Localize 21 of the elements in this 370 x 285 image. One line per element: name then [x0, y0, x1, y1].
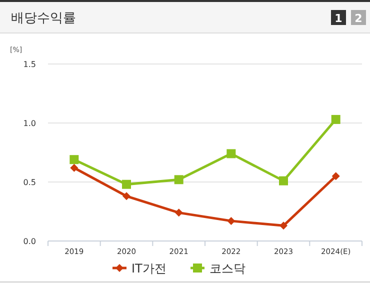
point [331, 114, 340, 124]
legend-label: IT가전 [132, 262, 166, 276]
point [280, 222, 288, 230]
point [279, 176, 288, 186]
text: 2 [354, 12, 362, 25]
point [227, 216, 236, 225]
point [174, 208, 183, 217]
y-tick-label: 1.5 [23, 60, 36, 69]
point [332, 172, 340, 180]
y-tick-label: 1.0 [23, 119, 36, 128]
point [174, 175, 184, 184]
point [70, 155, 79, 164]
point [122, 180, 131, 189]
chart-title: 배당수익률 [11, 11, 76, 26]
text: 1 [334, 12, 342, 25]
y-tick-label: 0.0 [23, 237, 36, 246]
point [122, 192, 130, 200]
legend-label: 코스닥 [210, 262, 246, 276]
point [70, 164, 78, 172]
y-tick-label: 0.5 [23, 178, 36, 187]
point [226, 149, 236, 158]
